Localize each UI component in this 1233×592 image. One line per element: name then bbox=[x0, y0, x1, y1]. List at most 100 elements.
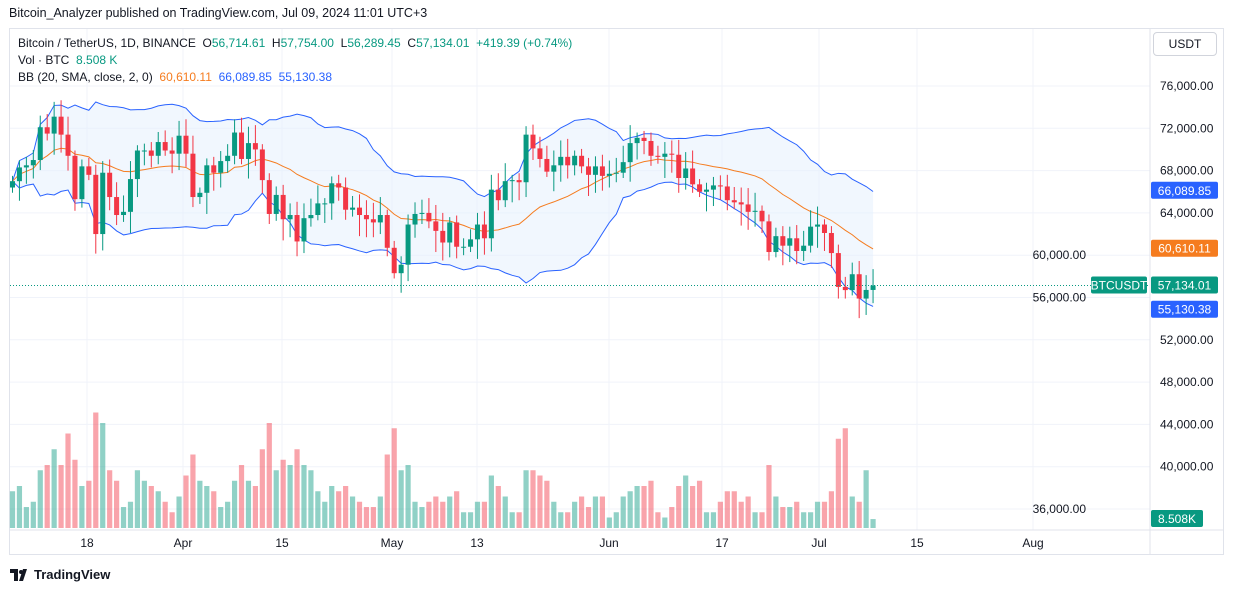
candle bbox=[849, 262, 855, 296]
volume-bar bbox=[356, 501, 363, 528]
candle-body bbox=[648, 140, 654, 156]
x-tick-label: 15 bbox=[910, 536, 924, 550]
candle-body bbox=[141, 150, 147, 152]
bb-lower-badge: 55,130.38 bbox=[1158, 303, 1212, 317]
volume-bar bbox=[294, 449, 300, 528]
candle bbox=[322, 198, 328, 223]
candle-body bbox=[93, 174, 99, 235]
x-tick-label: May bbox=[381, 536, 404, 550]
tradingview-logo[interactable]: TradingView bbox=[10, 567, 110, 582]
volume-bar bbox=[690, 486, 696, 528]
candle-body bbox=[273, 194, 279, 214]
candle-body bbox=[620, 162, 626, 173]
volume-bar bbox=[828, 491, 835, 528]
candle bbox=[474, 212, 480, 259]
candle bbox=[870, 269, 876, 304]
candle bbox=[259, 144, 265, 194]
candle-body bbox=[79, 166, 85, 200]
y-tick-label: 76,000.00 bbox=[1160, 79, 1214, 93]
y-tick-label: 40,000.00 bbox=[1160, 460, 1214, 474]
candle-body bbox=[377, 215, 383, 223]
bb-basis-badge-bg bbox=[1151, 239, 1218, 257]
volume-bar bbox=[842, 428, 848, 528]
candle bbox=[461, 238, 467, 256]
candle-body bbox=[572, 155, 578, 166]
candle-body bbox=[766, 221, 772, 253]
candle bbox=[23, 156, 29, 184]
volume-bar bbox=[155, 491, 161, 528]
bb-label[interactable]: BB (20, SMA, close, 2, 0) bbox=[18, 70, 153, 84]
candle-body bbox=[745, 204, 751, 212]
candle-body bbox=[114, 197, 120, 216]
y-tick-label: 36,000.00 bbox=[1033, 502, 1087, 516]
candle-body bbox=[447, 222, 453, 243]
volume-bar bbox=[322, 501, 328, 528]
volume-bar bbox=[398, 470, 404, 528]
candle bbox=[377, 197, 383, 235]
volume-bar bbox=[544, 480, 550, 528]
candle bbox=[801, 230, 807, 262]
candle bbox=[648, 132, 654, 166]
candle bbox=[717, 175, 723, 200]
candle bbox=[65, 116, 71, 171]
symbol-title[interactable]: Bitcoin / TetherUS, 1D, BINANCE bbox=[18, 36, 196, 50]
candle bbox=[821, 219, 827, 251]
volume-bar bbox=[141, 480, 147, 528]
candle bbox=[239, 117, 245, 165]
last-price-badge-bg bbox=[1151, 276, 1218, 294]
candle bbox=[315, 185, 321, 221]
candle-body bbox=[662, 153, 668, 157]
candle-body bbox=[343, 187, 349, 210]
candle-body bbox=[197, 192, 203, 198]
candle-body bbox=[322, 203, 328, 205]
candle-body bbox=[107, 172, 113, 198]
candle-body bbox=[731, 200, 737, 203]
candle bbox=[704, 182, 709, 212]
currency-button[interactable]: USDT bbox=[1153, 32, 1217, 56]
candle-body bbox=[315, 203, 321, 216]
x-tick-label: Apr bbox=[174, 536, 193, 550]
volume-label[interactable]: Vol · BTC bbox=[18, 53, 70, 67]
candle-body bbox=[211, 165, 217, 173]
candle bbox=[16, 160, 22, 201]
candle bbox=[558, 140, 564, 182]
candle bbox=[141, 143, 147, 166]
candle bbox=[176, 120, 182, 171]
volume-bar bbox=[717, 501, 723, 528]
candle-body bbox=[51, 116, 57, 134]
y-tick-label: 44,000.00 bbox=[1160, 417, 1214, 431]
candle-body bbox=[551, 165, 557, 172]
volume-badge-bg bbox=[1151, 510, 1203, 527]
volume-bar bbox=[572, 501, 578, 528]
candle bbox=[502, 163, 508, 208]
y-tick-label: 60,000.00 bbox=[1033, 248, 1087, 262]
candle bbox=[495, 173, 501, 211]
volume-bar bbox=[710, 512, 717, 528]
candle-body bbox=[704, 189, 709, 192]
volume-bar bbox=[204, 486, 210, 528]
volume-bar bbox=[634, 486, 640, 528]
volume-bar bbox=[238, 465, 245, 528]
candle-body bbox=[419, 212, 425, 214]
candle-body bbox=[509, 180, 515, 182]
candle-body bbox=[828, 232, 834, 254]
candle-body bbox=[218, 161, 224, 173]
volume-bar bbox=[835, 438, 841, 528]
candle bbox=[766, 214, 772, 261]
candle bbox=[72, 150, 78, 211]
candle bbox=[197, 187, 203, 204]
candle-body bbox=[794, 238, 800, 251]
candle bbox=[51, 101, 57, 155]
candle-body bbox=[773, 236, 779, 253]
candle bbox=[544, 145, 550, 177]
candle-body bbox=[350, 207, 356, 210]
volume-badge: 8.508K bbox=[1158, 512, 1196, 526]
volume-bar bbox=[127, 501, 134, 528]
candle bbox=[842, 276, 848, 299]
candle-body bbox=[579, 155, 585, 167]
y-tick-label: 72,000.00 bbox=[1160, 121, 1214, 135]
volume-bar bbox=[363, 507, 370, 528]
candle bbox=[134, 145, 140, 198]
low-label: L bbox=[340, 36, 348, 50]
